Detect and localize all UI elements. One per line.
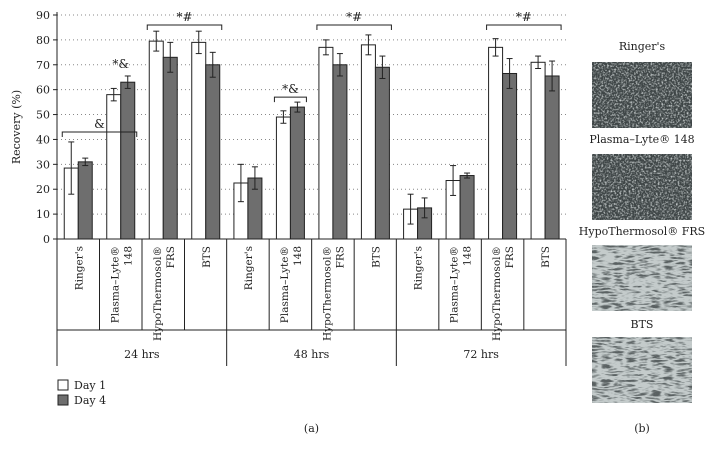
y-axis-title: Recovery (%) [10,90,23,164]
group-label: 48 hrs [294,348,330,361]
category-label-line: Plasma–Lyte® [109,246,121,323]
category-label-line: FRS [165,246,177,268]
micrograph-texture [592,62,692,128]
bar-day4 [544,75,560,240]
category-label-line: Ringer's [243,246,255,290]
category-label-line: 148 [122,246,134,266]
group-label: 24 hrs [124,348,160,361]
bar-day1 [360,44,376,240]
category-label-line: 148 [292,246,304,266]
micrograph-texture [592,337,692,403]
category-label: Ringer's [73,246,85,290]
significance-label: *# [346,10,362,24]
significance-label: *# [176,10,192,24]
category-label-line: BTS [201,246,213,268]
category-label: HypoThermosol® FRS [491,246,516,341]
micrograph-title: Plasma–Lyte® 148 [589,133,694,146]
panel-label-b: (b) [634,422,650,435]
category-label-line: FRS [334,246,346,268]
bar-day4 [289,106,305,240]
legend-swatch [57,394,69,406]
y-tick-label: 20 [36,183,50,196]
category-label: BTS [201,246,213,268]
category-label-line: Plasma–Lyte® [279,246,291,323]
category-label-line: Ringer's [413,246,425,290]
category-label: Plasma–Lyte® 148 [449,246,474,323]
micrograph-texture [592,154,692,220]
micrograph-title: HypoThermosol® FRS [579,225,705,238]
y-tick-label: 40 [36,133,50,146]
bar-day1 [530,61,546,240]
legend-swatch [57,379,69,391]
category-label: BTS [370,246,382,268]
category-label: Ringer's [413,246,425,290]
micrograph-panel: Ringer's Plasma–Lyte® 148 HypoThermosol® F… [579,40,705,435]
micrograph-title: Ringer's [619,40,666,53]
category-label-line: BTS [370,246,382,268]
significance-label: *& [112,57,129,71]
bar-day4 [162,56,178,240]
bar-day1 [488,46,504,240]
bar-day4 [374,66,390,240]
micrograph-title: BTS [631,318,654,331]
y-tick-label: 0 [43,233,50,246]
bar-day4 [502,72,518,240]
category-label: HypoThermosol® FRS [321,246,346,341]
bar-day1 [106,94,122,240]
bar-day4 [77,161,93,240]
y-tick-label: 60 [36,84,50,97]
category-label: HypoThermosol® FRS [152,246,177,341]
legend-label: Day 1 [74,379,106,392]
category-label-line: HypoThermosol® [321,246,333,341]
category-label-line: Plasma–Lyte® [449,246,461,323]
category-label-line: FRS [504,246,516,268]
y-tick-label: 50 [36,109,50,122]
category-label-line: BTS [540,246,552,268]
bar-day4 [120,81,136,240]
category-label: Plasma–Lyte® 148 [109,246,134,323]
legend-label: Day 4 [74,394,106,407]
bar-day4 [205,64,221,240]
category-label: Plasma–Lyte® 148 [279,246,304,323]
panel-label-a: (a) [304,422,319,435]
bar-day1 [191,41,207,240]
micrograph-texture [592,245,692,311]
significance-bracket [486,24,562,30]
category-label-line: HypoThermosol® [491,246,503,341]
significance-bracket [146,24,223,30]
y-tick-label: 10 [36,208,50,221]
category-label-line: Ringer's [73,246,85,290]
significance-bracket [316,24,392,30]
y-tick-label: 30 [36,158,50,171]
significance-label: *# [516,10,532,24]
significance-bracket [61,131,138,137]
bar-day4 [332,64,348,240]
bar-day1 [318,46,334,240]
y-tick-label: 90 [36,9,50,22]
category-label-line: 148 [462,246,474,266]
y-tick-label: 80 [36,34,50,47]
bar-day1 [148,40,164,240]
y-tick-label: 70 [36,59,50,72]
group-label: 72 hrs [463,348,499,361]
category-label: Ringer's [243,246,255,290]
significance-label: *& [282,82,299,96]
bar-day1 [275,116,291,240]
significance-bracket [273,96,307,103]
significance-label: & [94,117,105,131]
category-label: BTS [540,246,552,268]
category-label-line: HypoThermosol® [152,246,164,341]
bar-day4 [459,175,475,240]
plot-area: 0 10 20 30 40 50 60 70 80 90 Recovery (%) Ringer's P… [10,9,567,435]
